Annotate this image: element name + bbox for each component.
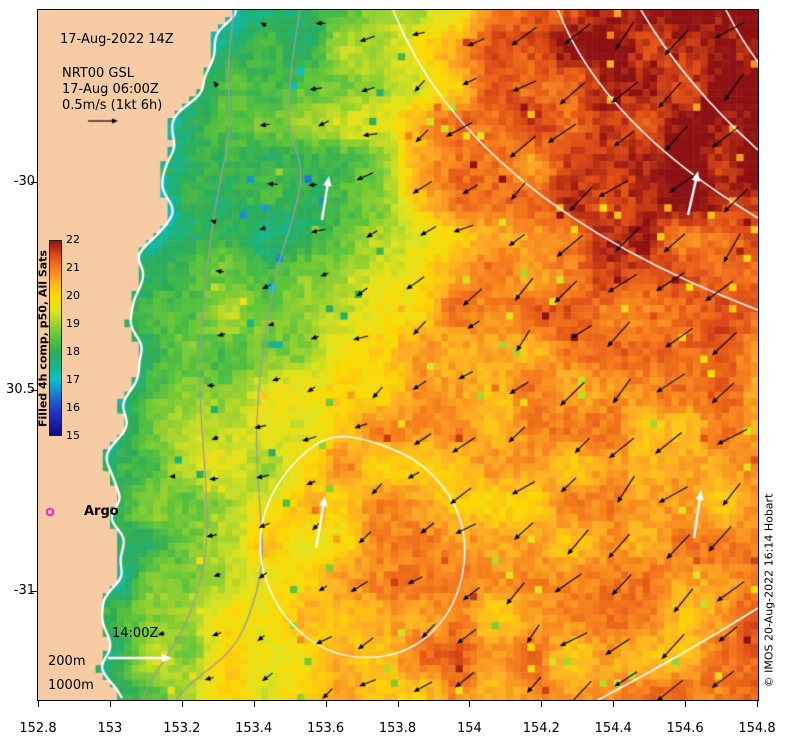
x-tick-mark xyxy=(469,701,471,707)
colorbar-tick-label: 17 xyxy=(66,373,80,386)
valid-time-label: 17-Aug 06:00Z xyxy=(62,82,159,97)
x-tick-mark xyxy=(181,701,183,707)
time-annotation: 14:00Z xyxy=(112,626,159,641)
x-tick-label: 153.4 xyxy=(235,721,273,736)
colorbar-title: Filled 4h comp, p50, All Sats xyxy=(36,250,50,427)
colorbar-tick-label: 20 xyxy=(66,289,80,302)
y-tick-label: 30.5 xyxy=(6,382,35,398)
x-tick-mark xyxy=(109,701,111,707)
x-tick-label: 153.8 xyxy=(378,721,417,736)
y-tick-label: -30 xyxy=(13,174,35,190)
argo-label: Argo xyxy=(84,504,119,519)
x-tick-mark xyxy=(253,701,255,707)
x-tick-label: 152.8 xyxy=(19,721,57,736)
y-tick-mark xyxy=(31,182,37,184)
y-tick-mark xyxy=(31,590,37,592)
x-tick-label: 153 xyxy=(97,721,123,736)
x-tick-label: 154.4 xyxy=(594,721,632,736)
colorbar-tick-label: 22 xyxy=(66,233,80,246)
x-tick-label: 154.8 xyxy=(738,721,776,736)
isobath-1000m-label: 1000m xyxy=(48,678,94,693)
x-tick-label: 153.6 xyxy=(306,721,345,736)
colorbar-tick-label: 18 xyxy=(66,345,80,358)
x-tick-mark xyxy=(38,701,39,707)
sst-field-canvas xyxy=(38,10,758,700)
x-tick-mark xyxy=(613,701,615,707)
x-tick-mark xyxy=(757,701,758,707)
y-tick-mark xyxy=(31,390,37,392)
y-tick-label: -31 xyxy=(13,582,35,598)
x-tick-label: 154 xyxy=(456,721,482,736)
x-tick-mark xyxy=(397,701,399,707)
x-tick-mark xyxy=(685,701,687,707)
colorbar-tick-label: 15 xyxy=(66,429,80,442)
isobath-200m-label: 200m xyxy=(48,654,86,669)
product-label: NRT00 GSL xyxy=(62,66,134,81)
x-tick-mark xyxy=(325,701,327,707)
x-tick-mark xyxy=(541,701,543,707)
colorbar xyxy=(49,240,62,436)
x-tick-label: 154.6 xyxy=(666,721,704,736)
map-plot-area: 17-Aug-2022 14Z NRT00 GSL 17-Aug 06:00Z … xyxy=(37,9,759,701)
colorbar-tick-label: 16 xyxy=(66,401,80,414)
x-tick-label: 154.2 xyxy=(522,721,560,736)
credit-text: © IMOS 20-Aug-2022 16:14 Hobart xyxy=(762,493,776,688)
datetime-label: 17-Aug-2022 14Z xyxy=(60,32,174,47)
colorbar-tick-label: 19 xyxy=(66,317,80,330)
vector-scale-label: 0.5m/s (1kt 6h) xyxy=(62,98,163,113)
colorbar-tick-label: 21 xyxy=(66,261,80,274)
x-tick-label: 153.2 xyxy=(163,721,201,736)
